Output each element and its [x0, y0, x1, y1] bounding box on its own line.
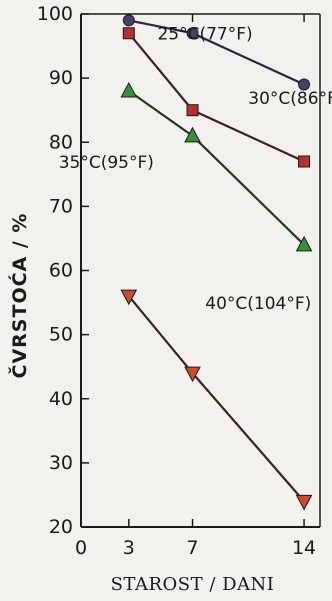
- series-3-point-2: [295, 494, 313, 511]
- series-line-3: [127, 295, 305, 503]
- series-1-point-0: [122, 27, 135, 40]
- y-tick-label-2: 40: [49, 388, 73, 410]
- series-1-point-2: [298, 155, 311, 168]
- series-2-point-0: [120, 81, 138, 98]
- series-label-3: 40°C(104°F): [205, 294, 311, 314]
- y-tick-label-1: 30: [49, 452, 73, 474]
- series-2-point-1: [184, 126, 201, 143]
- series-0-point-2: [298, 78, 311, 91]
- series-3-point-0: [120, 289, 138, 306]
- x-tick-label-2: 7: [186, 537, 198, 559]
- y-tick-label-0: 20: [49, 516, 73, 538]
- x-tick-label-1: 3: [123, 537, 135, 559]
- y-tick-label-3: 50: [49, 324, 73, 346]
- series-2-point-2: [295, 235, 313, 252]
- series-0-point-0: [122, 14, 135, 27]
- x-axis-title: STAROST / DANI: [111, 574, 275, 595]
- series-1-point-1: [186, 104, 199, 117]
- y-tick-label-6: 80: [49, 131, 73, 153]
- y-tick-label-8: 100: [37, 3, 73, 25]
- y-tick-label-4: 60: [49, 260, 73, 282]
- series-line-2: [128, 90, 305, 246]
- series-0-point-1: [186, 27, 199, 40]
- y-tick-label-5: 70: [49, 195, 73, 217]
- series-label-1: 30°C(86°F): [248, 89, 332, 109]
- series-label-0: 25°C(77°F): [157, 25, 252, 45]
- y-axis-title: ČVRSTOĆA / %: [7, 213, 31, 379]
- y-tick-label-7: 90: [49, 67, 73, 89]
- x-tick-label-3: 14: [292, 537, 316, 559]
- series-3-point-1: [184, 366, 201, 383]
- series-label-2: 35°C(95°F): [59, 153, 154, 173]
- x-tick-label-0: 0: [75, 537, 87, 559]
